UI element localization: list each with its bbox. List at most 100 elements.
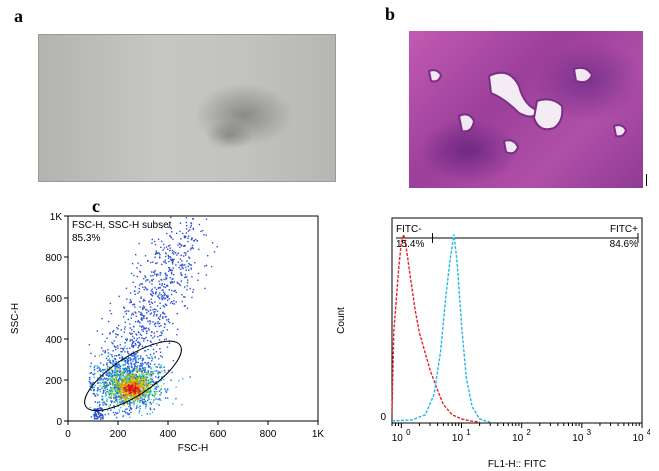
- scatter-point: [181, 274, 183, 277]
- scatter-point: [132, 377, 134, 380]
- scatter-point: [154, 325, 157, 328]
- scatter-point: [139, 405, 141, 407]
- scatter-point: [119, 370, 121, 373]
- scatter-point: [139, 379, 141, 381]
- scatter-point: [120, 391, 122, 394]
- scatter-point: [150, 306, 152, 308]
- scatter-point: [135, 387, 138, 389]
- scatter-point: [152, 380, 154, 382]
- scatter-point: [124, 377, 127, 380]
- scatter-point: [184, 276, 186, 279]
- scatter-point: [154, 293, 157, 295]
- scatter-point: [192, 228, 195, 231]
- scatter-point: [103, 382, 106, 384]
- scatter-point: [107, 371, 110, 373]
- scatter-point: [121, 383, 124, 385]
- margin-tick: [646, 174, 647, 186]
- scatter-point: [155, 351, 158, 353]
- scatter-point: [167, 318, 170, 321]
- scatter-point: [133, 341, 135, 343]
- scatter-point: [116, 355, 118, 357]
- scatter-point: [144, 255, 147, 257]
- scatter-point: [131, 355, 133, 357]
- scatter-point: [156, 305, 159, 307]
- scatter-point: [121, 371, 124, 374]
- scatter-point: [158, 390, 161, 392]
- scatter-point: [140, 318, 142, 320]
- scatter-point: [176, 281, 178, 284]
- scatter-point: [131, 339, 133, 341]
- scatter-point: [98, 382, 100, 384]
- scatter-point: [161, 356, 164, 358]
- scatter-point: [153, 370, 155, 372]
- scatter-point: [192, 218, 194, 220]
- scatter-point: [150, 377, 152, 380]
- scatter-point: [102, 400, 105, 403]
- scatter-point: [105, 386, 108, 389]
- scatter-point: [163, 366, 165, 368]
- scatter-point: [110, 400, 112, 402]
- scatter-point: [193, 240, 195, 242]
- scatter-point: [124, 367, 126, 370]
- scatter-point: [183, 305, 186, 307]
- scatter-point: [107, 377, 109, 380]
- scatter-point: [155, 388, 158, 390]
- scatter-point: [99, 385, 101, 387]
- scatter-point: [131, 380, 133, 383]
- scatter-point: [131, 379, 133, 382]
- scatter-point: [116, 367, 119, 370]
- scatter-point: [146, 279, 148, 281]
- scatter-point: [144, 286, 146, 288]
- scatter-point: [120, 397, 122, 400]
- scatter-point: [122, 375, 124, 377]
- scatter-point: [140, 282, 142, 285]
- panel-label-a: a: [14, 6, 23, 26]
- scatter-point: [168, 342, 171, 344]
- scatter-point: [148, 401, 151, 404]
- scatter-point: [166, 388, 169, 390]
- scatter-point: [113, 374, 115, 376]
- scatter-point: [133, 303, 135, 305]
- scatter-point: [132, 368, 134, 370]
- scatter-point: [144, 371, 146, 373]
- scatter-point: [129, 390, 132, 392]
- histogram-x-tick-label: 10: [452, 433, 464, 444]
- scatter-point: [106, 398, 108, 400]
- scatter-point: [160, 278, 162, 281]
- scatter-point: [112, 393, 114, 395]
- scatter-point: [136, 400, 139, 402]
- scatter-point: [182, 245, 185, 247]
- scatter-point: [137, 320, 140, 322]
- scatter-point: [139, 368, 141, 370]
- scatter-point: [123, 372, 125, 374]
- scatter-point: [140, 383, 142, 385]
- scatter-point: [159, 314, 162, 316]
- scatter-point: [117, 382, 120, 384]
- scatter-point: [102, 416, 104, 419]
- scatter-point: [187, 230, 190, 232]
- scatter-point: [147, 361, 150, 364]
- scatter-point: [109, 388, 111, 391]
- scatter-point: [194, 238, 197, 241]
- scatter-point: [211, 242, 214, 244]
- scatter-point: [97, 394, 99, 396]
- scatter-point: [114, 386, 116, 388]
- scatter-point: [119, 373, 122, 376]
- scatter-point: [161, 283, 164, 285]
- scatter-point: [134, 359, 136, 361]
- scatter-point: [105, 377, 107, 380]
- scatter-point: [144, 392, 146, 394]
- scatter-point: [161, 289, 163, 292]
- scatter-point: [112, 362, 114, 365]
- scatter-point: [154, 393, 156, 395]
- scatter-point: [163, 294, 166, 296]
- scatter-point: [116, 379, 118, 382]
- scatter-point: [151, 356, 153, 358]
- scatter-point: [116, 391, 118, 394]
- scatter-point: [156, 310, 159, 313]
- scatter-point: [88, 378, 91, 380]
- scatter-point: [135, 382, 137, 385]
- scatter-point: [132, 354, 134, 357]
- scatter-point: [102, 372, 105, 374]
- scatter-point: [104, 381, 107, 383]
